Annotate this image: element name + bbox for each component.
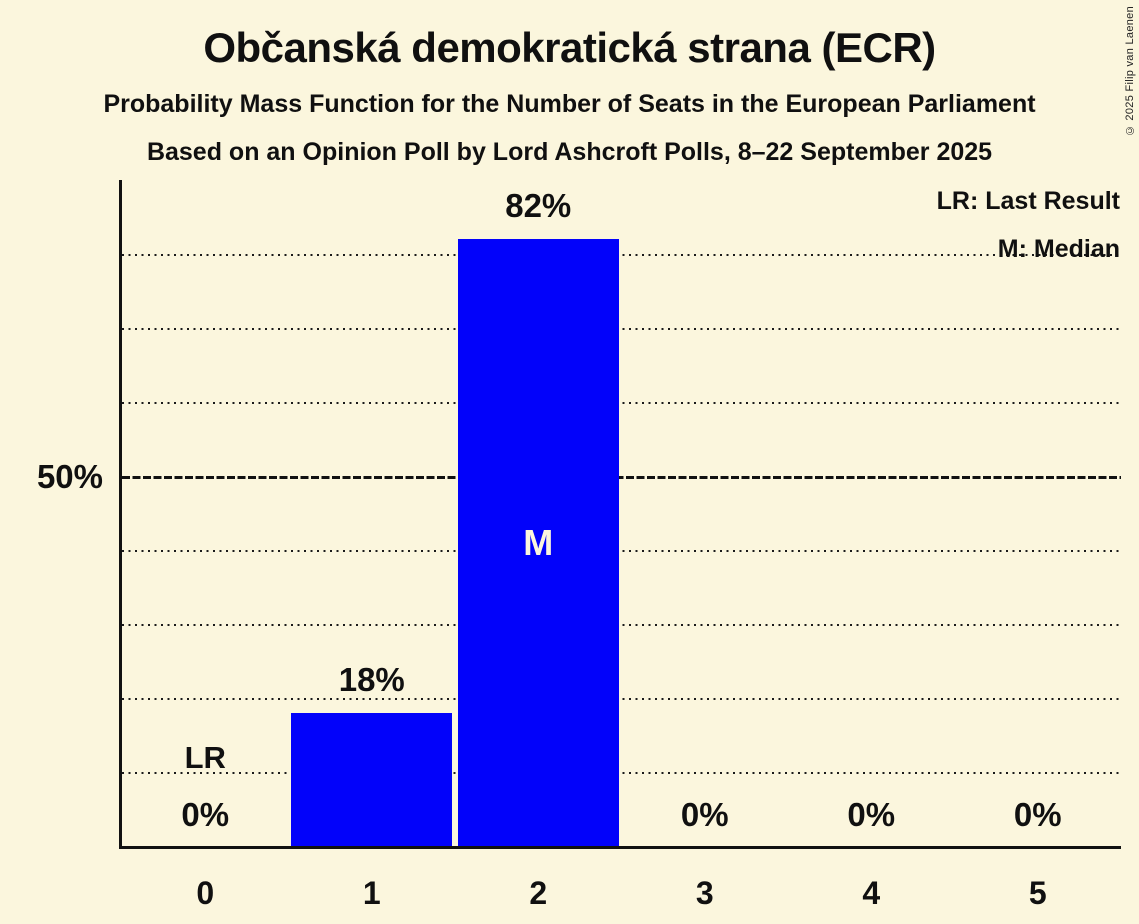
- gridline-40pct: [122, 550, 1121, 552]
- chart-subtitle-1: Probability Mass Function for the Number…: [103, 90, 1036, 118]
- gridline-50pct: [122, 476, 1121, 479]
- chart-subtitle-2: Based on an Opinion Poll by Lord Ashcrof…: [146, 138, 993, 166]
- gridline-20pct: [122, 698, 1121, 700]
- x-tick-5: 5: [1028, 875, 1047, 911]
- value-label-seat-1: 18%: [338, 660, 405, 698]
- copyright-notice: © 2025 Filip van Laenen: [1124, 6, 1136, 137]
- chart-title: Občanská demokratická strana (ECR): [203, 24, 936, 71]
- legend-last-result: LR: Last Result: [936, 187, 1120, 215]
- gridline-70pct: [122, 328, 1121, 330]
- y-axis-50pct-label: 50%: [36, 458, 103, 495]
- value-label-seat-5: 0%: [1013, 796, 1062, 833]
- gridline-80pct: [122, 254, 1121, 256]
- legend-median: M: Median: [997, 235, 1120, 263]
- x-tick-4: 4: [862, 875, 881, 911]
- x-tick-2: 2: [529, 875, 548, 911]
- x-tick-3: 3: [695, 875, 714, 911]
- annotation-m: M: [523, 521, 554, 563]
- value-label-seat-4: 0%: [847, 796, 896, 833]
- value-label-seat-2: 82%: [505, 187, 572, 225]
- bar-seat-1: [291, 712, 453, 846]
- gridline-60pct: [122, 402, 1121, 404]
- gridline-30pct: [122, 624, 1121, 626]
- plot-area: LR: Last Result M: Median 0% 0 18% 1 82% 2 0% 3…: [119, 180, 1121, 911]
- x-tick-0: 0: [196, 875, 215, 911]
- bar-seat-2: [457, 239, 619, 846]
- x-tick-1: 1: [362, 875, 381, 911]
- annotation-lr: LR: [184, 740, 226, 775]
- legend: LR: Last Result M: Median: [937, 186, 1120, 282]
- value-label-seat-0: 0%: [181, 796, 230, 833]
- gridline-10pct: [122, 772, 1121, 774]
- value-label-seat-3: 0%: [680, 796, 729, 833]
